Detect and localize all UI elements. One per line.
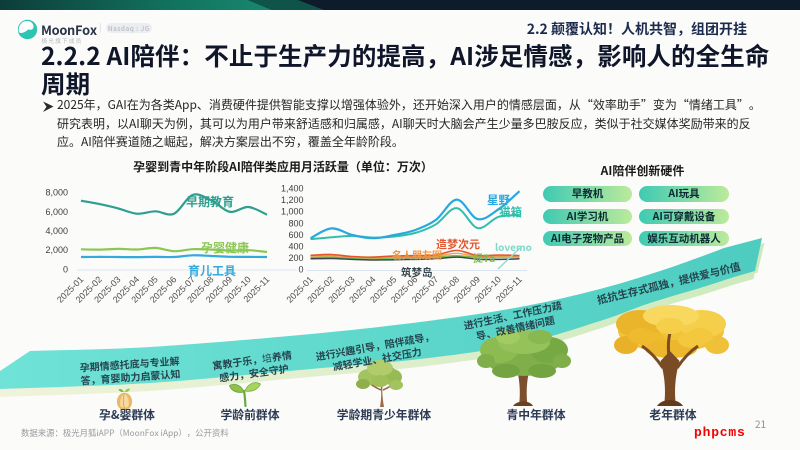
svg-text:4,000: 4,000 xyxy=(45,226,68,236)
svg-text:0: 0 xyxy=(298,265,303,275)
svg-text:200: 200 xyxy=(288,253,303,263)
svg-text:400: 400 xyxy=(288,242,303,252)
svg-text:800: 800 xyxy=(288,218,303,228)
svg-text:1,400: 1,400 xyxy=(281,184,304,194)
svg-text:600: 600 xyxy=(288,230,303,240)
svg-text:1,200: 1,200 xyxy=(281,195,304,205)
svg-text:8,000: 8,000 xyxy=(45,188,68,198)
svg-text:6,000: 6,000 xyxy=(45,207,68,217)
svg-text:2,000: 2,000 xyxy=(45,245,68,255)
svg-text:1,000: 1,000 xyxy=(281,207,304,217)
svg-text:0: 0 xyxy=(63,265,68,275)
